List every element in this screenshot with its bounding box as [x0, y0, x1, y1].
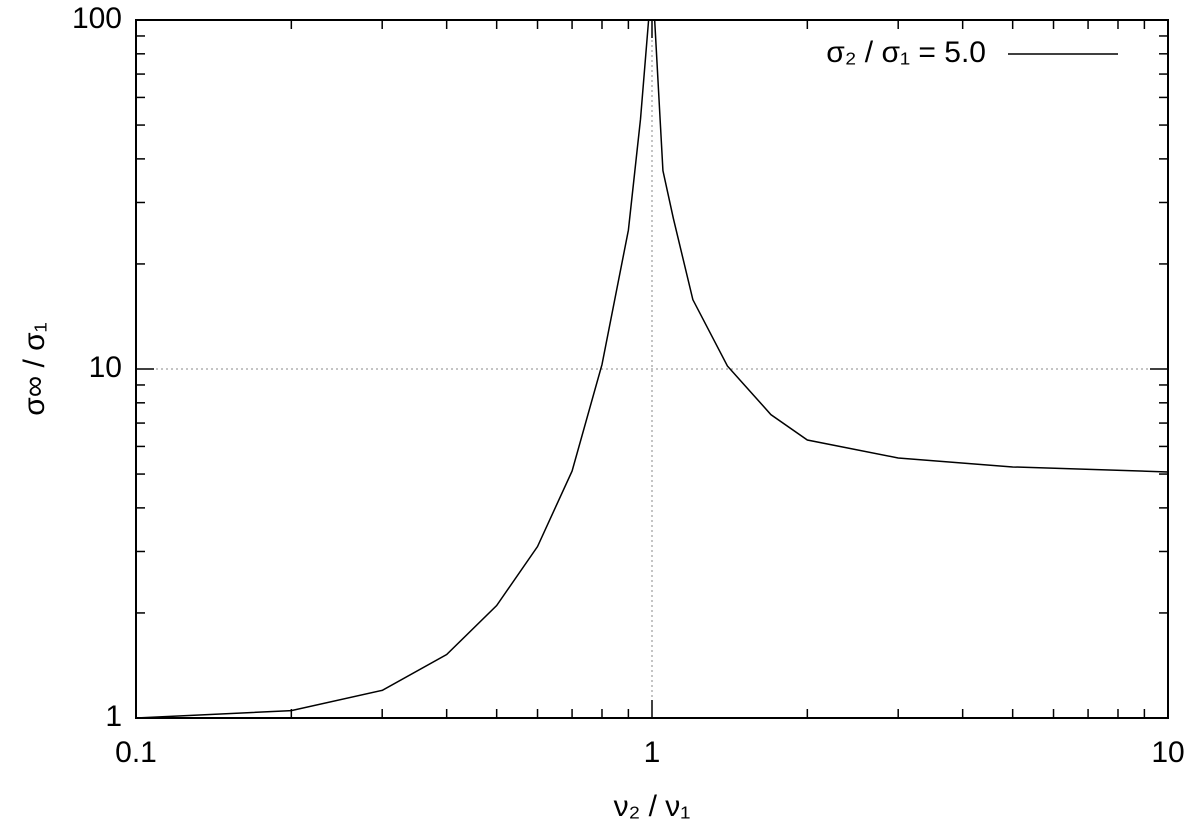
x-tick-label: 0.1 — [115, 736, 157, 769]
plot-frame — [135, 19, 1169, 719]
y-tick-label: 1 — [105, 700, 122, 733]
x-tick-label: 1 — [644, 736, 661, 769]
x-axis-label: ν₂ / ν₁ — [614, 790, 691, 823]
y-tick-label: 100 — [72, 2, 122, 35]
legend-label: σ₂ / σ₁ = 5.0 — [826, 36, 986, 69]
y-axis-label: σ∞ / σ₁ — [18, 322, 51, 416]
y-tick-label: 10 — [89, 351, 122, 384]
x-tick-label: 10 — [1151, 736, 1184, 769]
data-line — [136, 20, 1168, 718]
